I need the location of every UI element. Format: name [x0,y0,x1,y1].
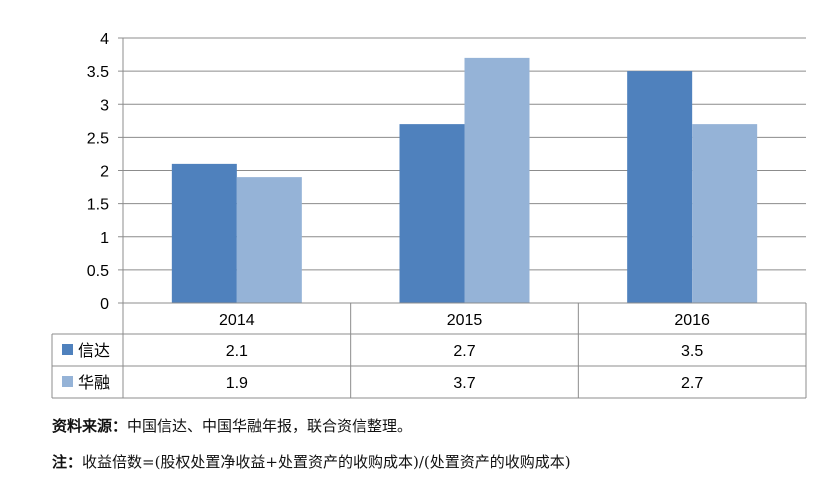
data-label: 2.7 [453,343,475,360]
y-tick-label: 0 [100,296,109,313]
bar-2016-0 [627,71,693,303]
y-tick-label: 4 [100,31,109,48]
bar-2016-1 [692,124,758,303]
bar-chart: 0 0.5 1 1.5 2 2.5 3 3.5 4 2014 2015 2016 信达 2.1 2.7 3.… [51,31,807,399]
bar-2014-0 [171,163,237,303]
data-label: 3.5 [681,343,703,360]
x-tick-label: 2016 [674,312,710,329]
y-tick-label: 1 [100,230,109,247]
legend-key [62,376,73,387]
series-label: 华融 [78,373,110,392]
source-note: 资料来源：中国信达、中国华融年报，联合资信整理。 [52,415,412,436]
y-tick-label: 1.5 [87,197,109,214]
data-label: 1.9 [226,375,248,392]
data-label: 2.1 [226,343,248,360]
x-tick-label: 2014 [219,312,255,329]
bar-2015-1 [464,57,530,303]
data-label: 2.7 [681,375,703,392]
source-label: 资料来源： [52,417,128,435]
bars [171,57,758,303]
data-table: 2014 2015 2016 信达 2.1 2.7 3.5 华融 1.9 3.7 2.7 [51,302,807,399]
y-tick-label: 3.5 [87,64,109,81]
bar-2014-1 [236,177,302,303]
series-label: 信达 [78,341,110,360]
y-tick-label: 2.5 [87,130,109,147]
formula-note: 注：收益倍数=(股权处置净收益+处置资产的收购成本)/(处置资产的收购成本) [52,451,571,472]
formula-text: 收益倍数=(股权处置净收益+处置资产的收购成本)/(处置资产的收购成本) [82,453,571,471]
bar-2015-0 [399,124,465,303]
y-tick-label: 2 [100,164,109,181]
y-axis: 0 0.5 1 1.5 2 2.5 3 3.5 4 [87,31,124,313]
source-text: 中国信达、中国华融年报，联合资信整理。 [127,417,413,435]
formula-label: 注： [52,453,83,471]
x-tick-label: 2015 [447,312,483,329]
y-tick-label: 3 [100,97,109,114]
y-tick-label: 0.5 [87,263,109,280]
legend-key [62,344,73,355]
data-label: 3.7 [453,375,475,392]
